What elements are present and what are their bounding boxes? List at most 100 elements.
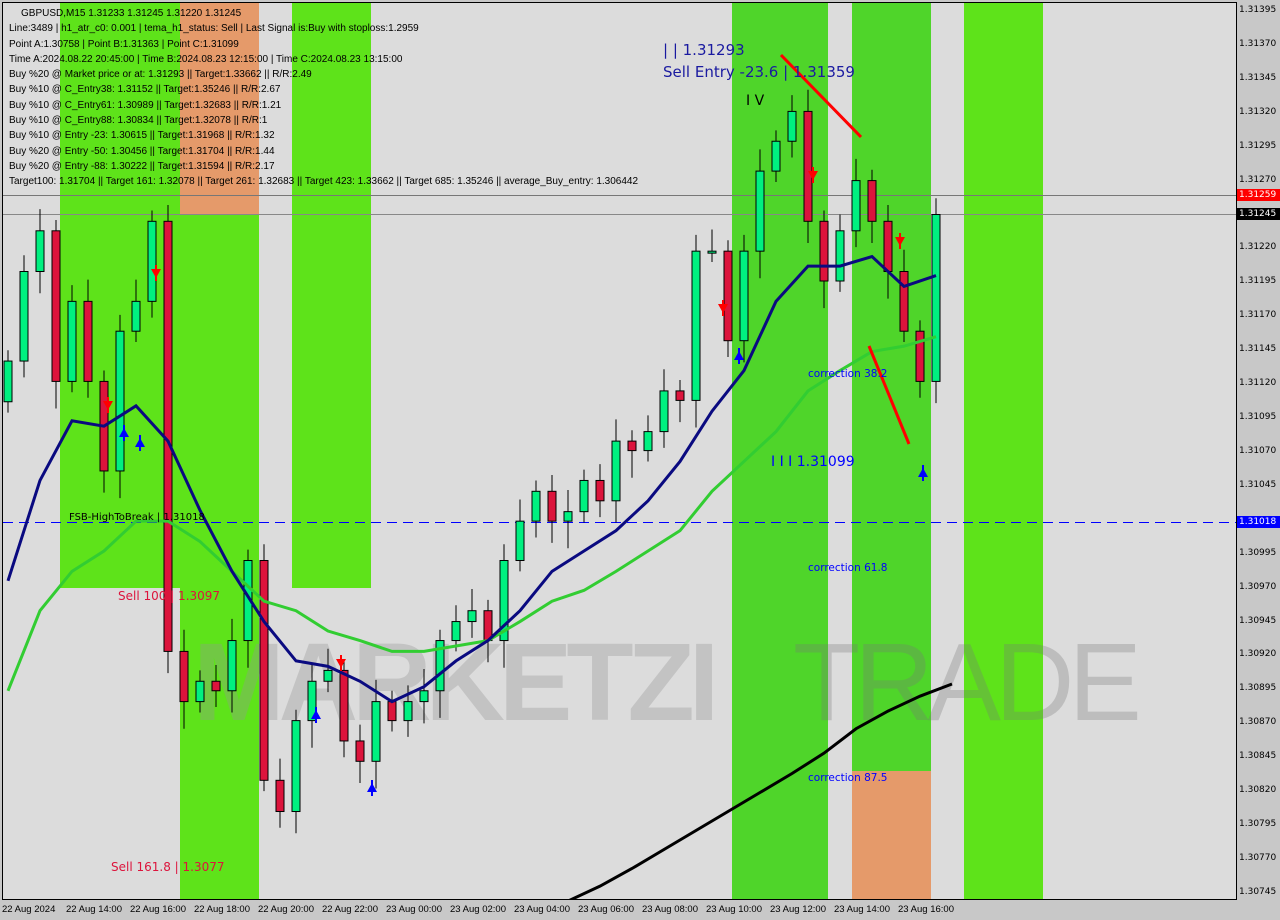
ma-fast-line <box>6 254 937 704</box>
bull-candle <box>739 250 749 342</box>
time-tick-label: 23 Aug 06:00 <box>578 904 634 915</box>
bear-candle <box>803 110 813 222</box>
price-tick-label: 1.31395 <box>1239 5 1277 15</box>
wave-iv-label: I V <box>746 93 765 109</box>
info-line: Point A:1.30758 | Point B:1.31363 | Poin… <box>9 38 239 50</box>
info-line: Buy %10 @ C_Entry88: 1.30834 || Target:1… <box>9 115 268 127</box>
bear-candle <box>819 220 829 282</box>
price-tick-label: 1.30995 <box>1239 547 1277 558</box>
price-tick-label: 1.30920 <box>1239 649 1277 660</box>
bear-candle <box>547 490 557 522</box>
ma-slow-line <box>568 682 953 899</box>
bull-candle <box>419 690 429 703</box>
bull-candle <box>115 330 125 472</box>
sell100-label: Sell 100 | 1.3097 <box>118 589 221 603</box>
zone-green <box>852 3 931 771</box>
bear-candle <box>259 560 269 781</box>
time-tick-label: 23 Aug 10:00 <box>706 904 762 915</box>
zone-green <box>964 3 1043 899</box>
bull-candle <box>707 250 717 254</box>
price-tick-label: 1.30970 <box>1239 581 1277 592</box>
price-tag-current: 1.31245 <box>1237 207 1280 220</box>
price-tick-label: 1.30795 <box>1239 819 1277 830</box>
bull-candle <box>515 520 525 562</box>
bull-candle <box>755 170 765 252</box>
price-tick-label: 1.31220 <box>1239 242 1277 253</box>
correction-87-label: correction 87.5 <box>808 772 888 784</box>
price-tick-label: 1.30820 <box>1239 785 1277 796</box>
correction-61-label: correction 61.8 <box>808 562 888 574</box>
time-tick-label: 22 Aug 18:00 <box>194 904 250 915</box>
bull-candle <box>307 680 317 722</box>
info-line: Buy %10 @ Entry -23: 1.30615 || Target:1… <box>9 130 275 142</box>
bull-candle <box>659 390 669 433</box>
bull-candle <box>323 669 333 682</box>
time-tick-label: 22 Aug 22:00 <box>322 904 378 915</box>
bull-candle <box>531 490 541 522</box>
bear-candle <box>275 779 285 813</box>
chart-plot-area[interactable]: MARKETZI TRADE | | 1.31293 Sell Entry -2… <box>2 2 1237 900</box>
bear-candle <box>883 220 893 273</box>
zone-orange <box>852 771 931 899</box>
price-tick-label: 1.31120 <box>1239 378 1277 389</box>
bull-candle <box>499 560 509 642</box>
bull-candle <box>643 431 653 452</box>
price-tick-label: 1.30745 <box>1239 886 1277 897</box>
time-tick-label: 23 Aug 16:00 <box>898 904 954 915</box>
time-axis[interactable]: 22 Aug 2024 22 Aug 14:00 22 Aug 16:00 22 Au… <box>0 900 1280 920</box>
bull-candle <box>771 140 781 172</box>
price-tick-label: 1.30870 <box>1239 717 1277 728</box>
price-axis[interactable]: 1.31395 1.31370 1.31345 1.31320 1.31295 1.312… <box>1237 0 1280 900</box>
time-tick-label: 23 Aug 02:00 <box>450 904 506 915</box>
bull-candle <box>67 300 77 382</box>
price-tick-label: 1.31070 <box>1239 445 1277 456</box>
trend-line <box>779 53 863 139</box>
info-line: Target100: 1.31704 || Target 161: 1.3207… <box>9 176 639 188</box>
bull-candle <box>291 720 301 813</box>
zone-green <box>180 214 259 899</box>
fsb-label: FSB-HighToBreak | 1.31018 <box>69 512 205 523</box>
bull-candle <box>611 440 621 502</box>
time-tick-label: 23 Aug 14:00 <box>834 904 890 915</box>
bull-candle <box>131 300 141 332</box>
time-tick-label: 23 Aug 04:00 <box>514 904 570 915</box>
bear-candle <box>339 669 349 742</box>
bear-candle <box>899 271 909 332</box>
price-tag-blue_level: 1.31018 <box>1237 515 1280 528</box>
bull-candle <box>851 180 861 232</box>
info-line: Line:3489 | h1_atr_c0: 0.001 | tema_h1_s… <box>9 23 419 35</box>
price-tick-label: 1.31345 <box>1239 72 1277 83</box>
time-tick-label: 22 Aug 20:00 <box>258 904 314 915</box>
bear-candle <box>83 300 93 382</box>
price-tick-label: 1.30945 <box>1239 615 1277 626</box>
price-tick-label: 1.31145 <box>1239 344 1277 355</box>
correction-38-label: correction 38.2 <box>808 368 888 380</box>
wave-iii-label: I I I 1.31099 <box>771 454 855 470</box>
bear-candle <box>355 740 365 762</box>
bull-candle <box>467 610 477 623</box>
bear-candle <box>387 701 397 722</box>
point-b-label: | | 1.31293 <box>663 41 745 59</box>
price-tick-label: 1.31195 <box>1239 276 1277 287</box>
info-line: Buy %20 @ Entry -88: 1.30222 || Target:1… <box>9 160 275 172</box>
zone-green <box>292 3 371 588</box>
bull-candle <box>835 230 845 282</box>
bear-candle <box>915 330 925 382</box>
watermark-right: TRADE <box>793 621 1142 744</box>
bear-candle <box>675 390 685 401</box>
time-tick-label: 22 Aug 2024 <box>2 904 56 915</box>
symbol-quote: GBPUSD,M15 1.31233 1.31245 1.31220 1.312… <box>21 8 242 19</box>
price-tag-red: 1.31259 <box>1237 188 1280 201</box>
bull-candle <box>931 214 941 382</box>
bull-candle <box>403 701 413 722</box>
bull-candle <box>227 640 237 692</box>
price-tick-label: 1.31320 <box>1239 106 1277 117</box>
price-tick-label: 1.30770 <box>1239 853 1277 863</box>
bear-candle <box>211 680 221 692</box>
info-line: Buy %20 @ Market price or at: 1.31293 ||… <box>9 69 312 81</box>
bear-candle <box>627 440 637 452</box>
sell-entry-label: Sell Entry -23.6 | 1.31359 <box>663 63 855 81</box>
sell161-label: Sell 161.8 | 1.3077 <box>111 860 225 874</box>
time-tick-label: 23 Aug 12:00 <box>770 904 826 915</box>
info-line: Buy %10 @ C_Entry38: 1.31152 || Target:1… <box>9 84 281 96</box>
